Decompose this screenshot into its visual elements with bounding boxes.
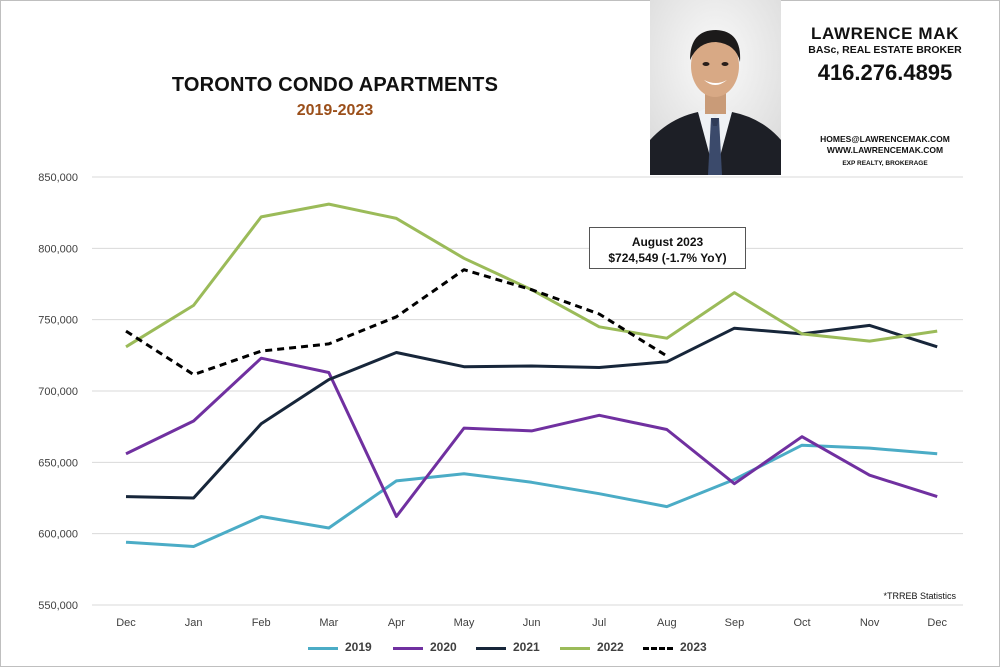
y-tick-label: 700,000 (38, 386, 78, 398)
agent-photo (650, 0, 781, 175)
legend-label: 2023 (680, 640, 707, 654)
x-tick-label: Nov (860, 617, 880, 629)
chart-legend: 2019 2020 2021 2022 2023 (0, 638, 1000, 658)
agent-email: HOMES@LAWRENCEMAK.COM (820, 134, 950, 144)
agent-name: LAWRENCE MAK (811, 24, 959, 43)
x-tick-label: Sep (725, 617, 745, 629)
chart-subtitle: 2019-2023 (296, 102, 374, 119)
y-tick-label: 800,000 (38, 243, 78, 255)
legend-label: 2020 (430, 640, 457, 654)
y-tick-label: 750,000 (38, 315, 78, 327)
callout-annotation: August 2023 $724,549 (-1.7% YoY) (589, 227, 746, 269)
legend-label: 2019 (345, 640, 372, 654)
gridlines (92, 176, 963, 606)
x-tick-label: Feb (252, 617, 271, 629)
x-tick-label: Jun (523, 617, 541, 629)
x-tick-label: Dec (927, 617, 947, 629)
y-axis-ticks: 550,000 600,000 650,000 700,000 750,000 800,0… (38, 172, 78, 612)
legend-swatch (308, 647, 338, 650)
legend-swatch (643, 647, 673, 650)
callout-line-2: $724,549 (-1.7% YoY) (608, 251, 727, 265)
legend-swatch (560, 647, 590, 650)
y-tick-label: 550,000 (38, 600, 78, 612)
agent-brokerage: EXP REALTY, BROKERAGE (842, 160, 928, 167)
callout-line-1: August 2023 (631, 235, 704, 249)
y-tick-label: 600,000 (38, 529, 78, 541)
y-tick-label: 650,000 (38, 457, 78, 469)
x-tick-label: Oct (793, 617, 810, 629)
y-tick-label: 850,000 (38, 172, 78, 184)
source-note: *TRREB Statistics (883, 591, 956, 601)
legend-swatch (393, 647, 423, 650)
x-tick-label: Jan (185, 617, 203, 629)
agent-website: WWW.LAWRENCEMAK.COM (826, 145, 944, 155)
chart-title: TORONTO CONDO APARTMENTS (171, 74, 499, 96)
agent-portrait-image (650, 0, 781, 175)
x-tick-label: Apr (388, 617, 405, 629)
x-tick-label: Aug (657, 617, 677, 629)
agent-role: BASc, REAL ESTATE BROKER (808, 44, 962, 56)
x-tick-label: Mar (319, 617, 338, 629)
series-line-2019 (125, 443, 938, 548)
series-line-2023 (125, 268, 668, 377)
agent-phone: 416.276.4895 (817, 60, 953, 85)
legend-label: 2021 (513, 640, 540, 654)
x-tick-label: May (454, 617, 475, 629)
x-tick-label: Dec (116, 617, 136, 629)
agent-contact-card: LAWRENCE MAK BASc, REAL ESTATE BROKER 41… (790, 0, 975, 175)
series-line-2022 (125, 202, 938, 349)
series-line-2020 (125, 356, 938, 518)
legend-label: 2022 (597, 640, 624, 654)
legend-swatch (476, 647, 506, 650)
x-tick-label: Jul (592, 617, 606, 629)
series-line-2021 (125, 323, 938, 500)
series-lines (125, 202, 938, 548)
x-axis-ticks: Dec Jan Feb Mar Apr May Jun Jul Aug Sep Oct Nov Dec (116, 617, 947, 629)
